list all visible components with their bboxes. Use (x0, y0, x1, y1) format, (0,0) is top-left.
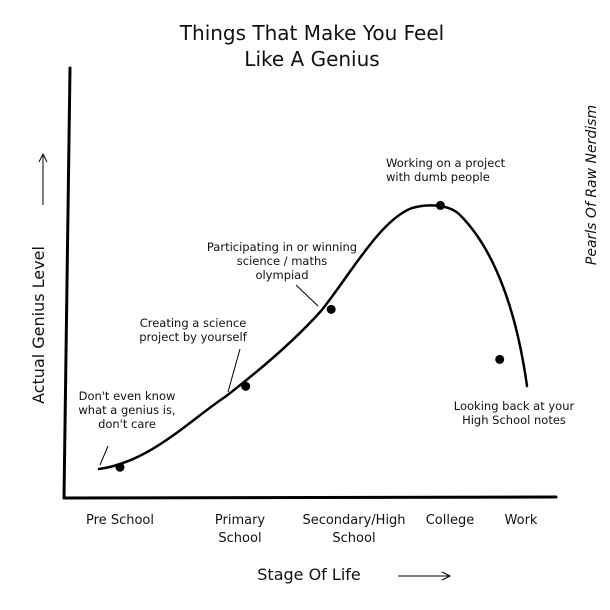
credit-text: Pearls Of Raw Nerdism (584, 105, 600, 265)
annotation-4-line-0: Looking back at your (454, 399, 575, 413)
data-points (115, 200, 505, 472)
x-tick-label-1-0: Primary (215, 513, 266, 528)
x-tick-label-4-0: Work (505, 513, 538, 528)
chart-title-line-1: Things That Make You Feel (179, 21, 444, 45)
x-tick-label-0-0: Pre School (86, 513, 154, 528)
annotation-0-line-0: Don't even know (79, 389, 176, 403)
data-point-2 (326, 304, 336, 314)
annotation-3-line-1: with dumb people (386, 170, 490, 184)
annotation-0-line-2: don't care (98, 417, 156, 431)
x-axis-line (62, 495, 558, 500)
annotation-2-line-2: olympiad (255, 268, 308, 282)
annotation-4-line-1: High School notes (462, 413, 566, 427)
annotation-2-line-1: science / maths (237, 254, 328, 268)
y-axis-label: Actual Genius Level (29, 246, 48, 404)
y-axis-line (62, 66, 72, 500)
x-axis-label: Stage Of Life (257, 565, 360, 584)
annotation-0-line-1: what a genius is, (78, 403, 175, 417)
annotation-leader-0 (99, 445, 109, 466)
x-axis-arrow-icon (398, 571, 452, 581)
data-point-1 (241, 381, 251, 391)
annotation-1-line-0: Creating a science (140, 316, 247, 330)
chart-title-line-2: Like A Genius (244, 47, 379, 71)
x-tick-label-2-1: School (332, 531, 375, 546)
annotation-2-line-0: Participating in or winning (207, 240, 357, 254)
annotation-3-line-0: Working on a project (386, 156, 506, 170)
x-tick-label-1-1: School (218, 531, 261, 546)
data-point-0 (115, 462, 125, 472)
annotation-leader-2 (295, 284, 319, 307)
x-tick-labels: Pre School Primary School Secondary/High Sch… (86, 513, 538, 546)
annotation-1-line-1: project by yourself (139, 330, 247, 344)
data-point-4 (495, 354, 505, 364)
series-line-genius-level (97, 204, 529, 471)
y-axis-arrow-icon (38, 152, 48, 205)
annotation-leader-1 (227, 348, 241, 393)
x-tick-label-3-0: College (426, 513, 475, 528)
x-tick-label-2-0: Secondary/High (302, 513, 405, 528)
data-point-3 (435, 200, 445, 210)
